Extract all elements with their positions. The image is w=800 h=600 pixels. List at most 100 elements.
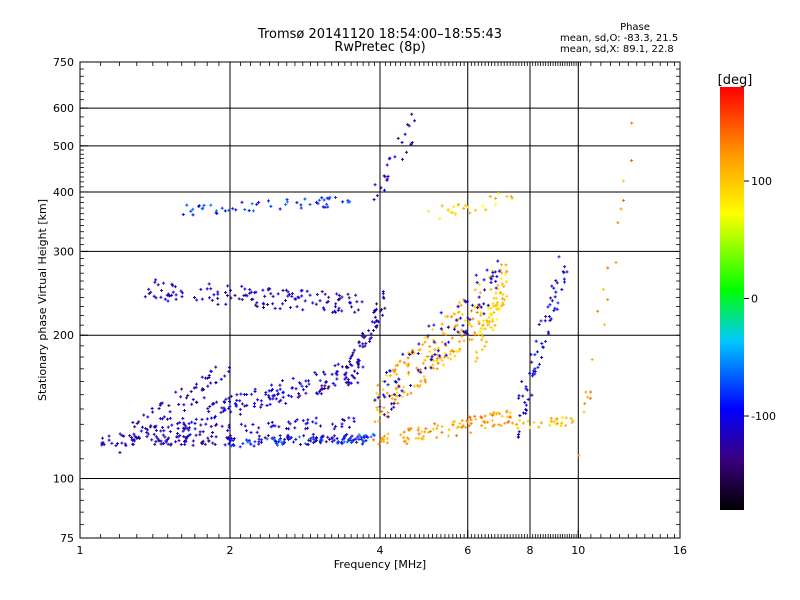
data-point	[193, 386, 195, 390]
data-point	[495, 286, 497, 290]
data-point	[274, 439, 276, 443]
data-point	[187, 394, 189, 398]
data-point	[206, 417, 208, 421]
data-point	[210, 287, 212, 291]
data-point	[183, 435, 185, 439]
data-point	[553, 420, 555, 424]
data-point	[201, 441, 203, 445]
data-point	[341, 365, 343, 369]
data-point	[338, 306, 340, 310]
data-point	[271, 420, 273, 424]
data-point	[288, 293, 290, 297]
data-point	[387, 174, 389, 178]
data-point	[313, 441, 315, 445]
data-point	[495, 196, 497, 200]
data-point	[232, 438, 234, 442]
data-point	[164, 435, 166, 439]
data-point	[320, 424, 322, 428]
data-point	[348, 416, 350, 420]
data-point	[378, 393, 380, 397]
data-point	[155, 278, 157, 282]
data-point	[458, 425, 460, 429]
data-point	[346, 364, 348, 368]
data-point	[204, 442, 206, 446]
data-point	[433, 340, 435, 344]
data-point	[450, 349, 452, 353]
data-point	[282, 288, 284, 292]
data-point	[437, 349, 439, 353]
data-point	[349, 381, 351, 385]
data-point	[201, 417, 203, 421]
data-point	[401, 140, 403, 144]
data-point	[158, 439, 160, 443]
data-point	[180, 289, 182, 293]
data-point	[228, 423, 230, 427]
data-point	[411, 112, 413, 116]
data-point	[347, 383, 349, 387]
colorbar-tick-label: -100	[751, 410, 776, 423]
data-point	[374, 398, 376, 402]
axes-layer: 1 2 4 6 8 10 16 75 100 200 300 400 500 600 750	[53, 56, 687, 557]
data-point	[380, 186, 382, 190]
data-point	[548, 315, 550, 319]
data-point	[411, 350, 413, 354]
data-point	[150, 424, 152, 428]
data-point	[403, 361, 405, 365]
data-point	[396, 391, 398, 395]
data-point	[269, 402, 271, 406]
data-point	[333, 438, 335, 442]
data-point	[472, 317, 474, 321]
data-point	[439, 356, 441, 360]
data-point	[228, 438, 230, 442]
data-point	[162, 425, 164, 429]
data-point	[474, 208, 476, 212]
data-point	[229, 400, 231, 404]
data-point	[123, 434, 125, 438]
data-point	[495, 203, 497, 207]
data-point	[545, 315, 547, 319]
data-point	[364, 344, 366, 348]
data-point	[378, 397, 380, 401]
data-point	[234, 402, 236, 406]
data-point	[305, 391, 307, 395]
data-point	[252, 209, 254, 213]
data-point	[397, 363, 399, 367]
data-point	[495, 279, 497, 283]
data-point	[500, 263, 502, 267]
data-point	[484, 426, 486, 430]
data-point	[519, 419, 521, 423]
data-point	[469, 211, 471, 215]
data-point	[249, 288, 251, 292]
data-point	[181, 387, 183, 391]
data-point	[452, 423, 454, 427]
data-point	[262, 288, 264, 292]
data-point	[362, 342, 364, 346]
data-point	[250, 290, 252, 294]
data-point	[631, 159, 633, 163]
data-point	[341, 422, 343, 426]
data-point	[229, 434, 231, 438]
data-point	[290, 395, 292, 399]
data-point	[341, 442, 343, 446]
data-point	[312, 301, 314, 305]
data-point	[148, 287, 150, 291]
data-point	[475, 305, 477, 309]
data-point	[572, 419, 574, 423]
data-point	[322, 434, 324, 438]
data-point	[441, 430, 443, 434]
data-point	[434, 348, 436, 352]
data-point	[481, 424, 483, 428]
data-point	[284, 437, 286, 441]
data-point	[383, 440, 385, 444]
data-point	[282, 391, 284, 395]
data-point	[195, 400, 197, 404]
data-point	[310, 439, 312, 443]
data-point	[389, 369, 391, 373]
data-point	[277, 443, 279, 447]
data-point	[103, 443, 105, 447]
data-point	[534, 370, 536, 374]
data-point	[288, 437, 290, 441]
data-point	[301, 384, 303, 388]
data-point	[565, 424, 567, 428]
data-point	[151, 407, 153, 411]
